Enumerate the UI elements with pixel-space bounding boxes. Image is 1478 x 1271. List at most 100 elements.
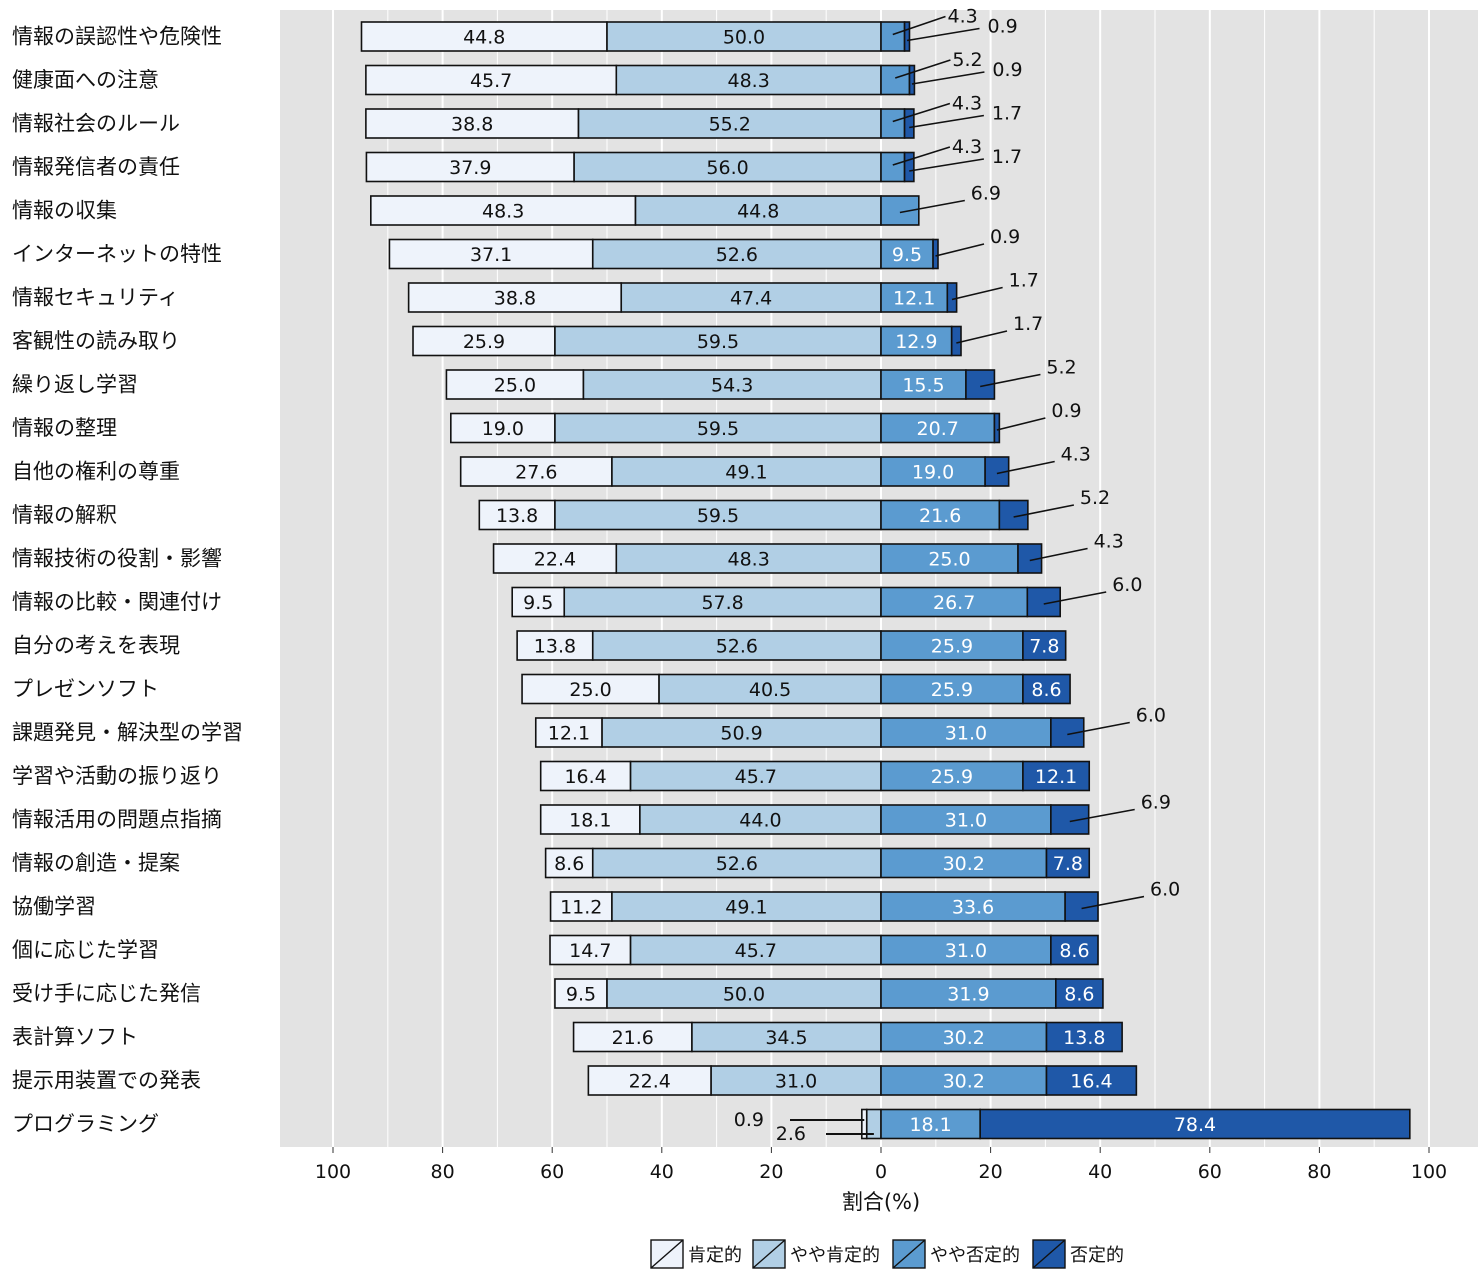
- legend-item: やや肯定的: [752, 1239, 880, 1269]
- value-label: 1.7: [992, 146, 1022, 168]
- value-label: 30.2: [943, 853, 985, 875]
- value-label: 57.8: [701, 592, 743, 614]
- callout-line: [1043, 591, 1107, 605]
- value-label: 7.8: [1053, 853, 1083, 875]
- value-label: 54.3: [711, 375, 753, 397]
- x-axis-label: 割合(%): [842, 1190, 920, 1214]
- value-label: 44.8: [737, 201, 779, 223]
- value-label: 12.1: [548, 723, 590, 745]
- value-label: 31.0: [945, 723, 987, 745]
- bar-segment: [880, 717, 1052, 748]
- bar-segment: [1050, 934, 1099, 966]
- value-label: 31.0: [945, 810, 987, 832]
- value-label: 1.7: [1013, 313, 1043, 335]
- bar-segment: [549, 891, 613, 922]
- callout-line: [1069, 808, 1135, 823]
- callout-line: [996, 417, 1046, 431]
- value-label: 38.8: [451, 114, 493, 136]
- legend-label: やや肯定的: [790, 1245, 880, 1266]
- value-label: 47.4: [730, 288, 772, 310]
- value-label: 9.5: [523, 592, 553, 614]
- x-tick-label: 60: [1198, 1161, 1222, 1183]
- value-label: 25.0: [569, 679, 611, 701]
- bar-segment: [950, 325, 962, 357]
- bar-segment: [554, 499, 882, 531]
- bar-segment: [880, 456, 986, 487]
- bar-segment: [412, 325, 556, 357]
- bar-segment: [1045, 847, 1091, 879]
- value-label: 50.9: [720, 723, 762, 745]
- value-label: 78.4: [1174, 1114, 1216, 1136]
- bar-segment: [880, 1108, 981, 1140]
- value-label: 48.3: [728, 549, 770, 571]
- value-label: 12.9: [895, 331, 937, 353]
- value-label: 6.9: [1141, 792, 1171, 814]
- callout-line: [911, 71, 985, 85]
- value-label: 4.3: [1061, 444, 1091, 466]
- callout-line: [951, 286, 1003, 301]
- callout-line: [894, 59, 951, 79]
- bar-segment: [573, 151, 882, 183]
- value-label: 13.8: [534, 636, 576, 658]
- callout-line: [956, 330, 1008, 344]
- value-label: 48.3: [728, 70, 770, 92]
- value-label: 5.2: [1080, 487, 1110, 509]
- value-label: 0.9: [990, 226, 1020, 248]
- value-label: 6.0: [1112, 574, 1142, 596]
- legend-item: 肯定的: [650, 1239, 742, 1269]
- value-label: 9.5: [892, 244, 922, 266]
- bar-segment: [554, 325, 882, 357]
- value-label: 31.0: [945, 940, 987, 962]
- category-label: 協働学習: [12, 895, 96, 919]
- bar-segment: [539, 804, 641, 835]
- value-label: 11.2: [560, 897, 602, 919]
- category-label: 情報の誤認性や危険性: [12, 25, 222, 49]
- value-label: 19.0: [482, 418, 524, 440]
- value-label: 19.0: [912, 462, 954, 484]
- bar-segment: [459, 456, 613, 487]
- bar-segment: [903, 108, 915, 139]
- category-label: 情報社会のルール: [12, 112, 180, 136]
- category-label: プレゼンソフト: [12, 677, 159, 701]
- bar-segment: [880, 586, 1029, 618]
- bar-segment: [880, 891, 1066, 922]
- bar-segment: [587, 1065, 712, 1096]
- callout-line: [935, 243, 985, 257]
- value-label: 13.8: [496, 505, 538, 527]
- value-label: 56.0: [706, 157, 748, 179]
- category-label: 学習や活動の振り返り: [12, 764, 222, 788]
- bar-segment: [365, 108, 580, 139]
- bar-segment: [908, 64, 916, 96]
- bar-segment: [1045, 1065, 1138, 1096]
- bar-segment: [946, 282, 958, 313]
- bar-segment: [880, 64, 911, 96]
- x-tick-label: 60: [540, 1161, 564, 1183]
- bar-segment: [360, 21, 608, 52]
- value-label: 45.7: [735, 940, 777, 962]
- bar-segment: [1055, 978, 1104, 1009]
- value-label: 48.3: [482, 201, 524, 223]
- value-label: 25.9: [931, 636, 973, 658]
- bar-segment: [993, 412, 1001, 444]
- x-tick-label: 80: [431, 1161, 455, 1183]
- bar-segment: [932, 238, 939, 270]
- bar-segment: [407, 282, 623, 313]
- value-label: 5.2: [1046, 357, 1076, 379]
- value-label: 6.9: [971, 183, 1001, 205]
- bar-segment: [549, 934, 632, 966]
- bar-segment: [880, 325, 953, 357]
- value-label: 5.2: [952, 49, 982, 71]
- bar-segment: [880, 21, 906, 52]
- bar-segment: [516, 630, 594, 661]
- value-label: 13.8: [1063, 1027, 1105, 1049]
- value-label: 52.6: [716, 636, 758, 658]
- value-label: 1.7: [1009, 270, 1039, 292]
- bar-segment: [1022, 760, 1091, 792]
- bar-segment: [1022, 673, 1071, 705]
- bar-segment: [478, 499, 556, 531]
- value-label: 0.9: [734, 1109, 764, 1131]
- bar-segment: [880, 978, 1057, 1009]
- category-label: 繰り返し学習: [12, 373, 138, 397]
- value-label: 49.1: [725, 462, 767, 484]
